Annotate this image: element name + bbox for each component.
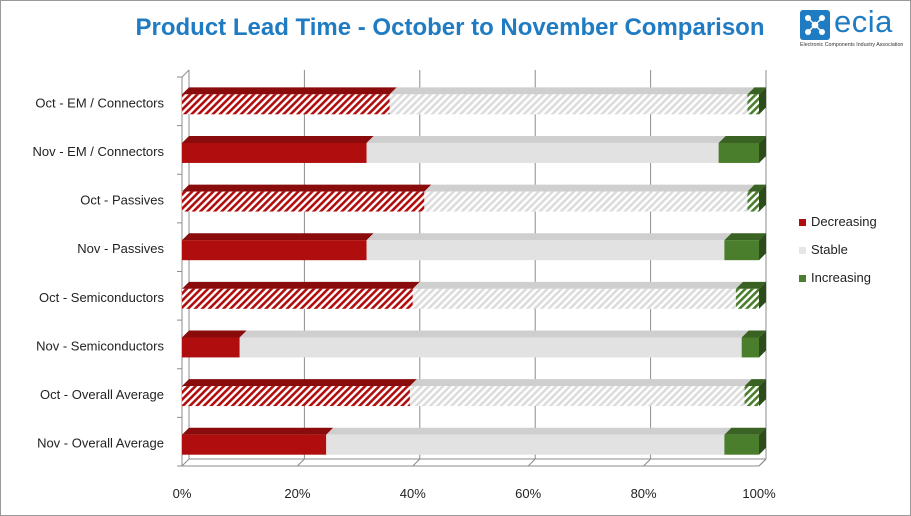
bar-stable [389,94,748,115]
bar-stable-top [326,427,732,435]
bar-stable [409,386,745,407]
floor-gridline [412,458,421,467]
bar-stable-top [239,330,749,338]
bar-decreasing-top [182,87,397,95]
bar-decreasing [182,240,367,261]
category-label: Oct - EM / Connectors [35,95,164,110]
bar-increasing-top [735,281,766,289]
category-label: Nov - Semiconductors [36,338,164,353]
x-tick-label: 20% [284,486,310,501]
bar-increasing-side [759,281,766,309]
y-axis-cap [181,69,190,78]
x-tick-label: 60% [515,486,541,501]
bar-increasing-top [724,427,766,435]
bar-increasing [747,94,759,115]
bar-increasing-side [759,184,766,212]
bar-stable-top [412,281,743,289]
legend-label-increasing: Increasing [811,270,871,285]
bar-increasing-top [747,87,766,95]
floor-gridline [297,458,305,467]
bar-stable-top [409,379,752,387]
bar-increasing-top [744,379,766,387]
bar-increasing-side [759,135,766,163]
bar-decreasing-top [182,427,334,435]
bar-increasing [741,337,759,358]
bar-increasing-side [759,427,766,455]
bar-decreasing [182,288,413,309]
bar-decreasing-top [182,233,374,241]
legend-swatch-stable [799,247,806,254]
bar-decreasing [182,337,240,358]
legend-swatch-increasing [799,275,806,282]
bar-decreasing [182,191,425,212]
bar-increasing [724,240,759,261]
bar-decreasing-top [182,379,417,387]
bar-stable [412,288,736,309]
legend-label-stable: Stable [811,242,848,257]
legend-swatch-decreasing [799,219,806,226]
floor-gridline [643,458,651,467]
bar-decreasing [182,94,390,115]
bar-increasing [744,386,759,407]
x-tick-label: 100% [742,486,776,501]
bar-stable [366,142,719,163]
category-label: Nov - Passives [77,241,164,256]
bar-decreasing-top [182,135,374,143]
bar-increasing [718,142,759,163]
bar-decreasing-top [182,330,247,338]
bar-increasing-top [718,135,766,143]
category-label: Nov - Overall Average [37,436,164,451]
ecia-logo: ecia Electronic Components Industry Asso… [800,4,904,52]
category-label: Oct - Semiconductors [39,290,164,305]
legend: Decreasing Stable Increasing [799,214,877,285]
category-label: Oct - Passives [80,193,164,208]
bar-stable-top [366,135,726,143]
ecia-logo-icon [800,10,830,40]
bar-decreasing [182,142,367,163]
grid [177,69,767,467]
floor-gridline [181,458,190,467]
x-tick-label: 40% [400,486,426,501]
bar-decreasing [182,434,327,455]
bar-increasing-top [724,233,766,241]
x-axis-corner [758,458,767,467]
bar-stable-top [389,87,755,95]
bar-decreasing [182,386,410,407]
bar-increasing-side [759,379,766,407]
bars [182,87,766,455]
bar-decreasing-top [182,184,432,192]
category-label: Oct - Overall Average [40,387,164,402]
legend-label-decreasing: Decreasing [811,214,877,229]
labels: 0% 20% 40% 60% 80% 100% Oct - EM / Connectors N… [33,95,777,501]
bar-increasing-side [759,330,766,358]
bar-increasing-top [747,184,766,192]
x-tick-label: 0% [173,486,192,501]
bar-increasing [724,434,759,455]
bar-stable [424,191,748,212]
bar-stable [239,337,742,358]
bar-increasing [747,191,759,212]
bar-stable-top [366,233,732,241]
bar-stable-top [424,184,755,192]
ecia-logo-tagline: Electronic Components Industry Associati… [800,42,904,48]
bar-increasing-top [741,330,766,338]
bar-increasing-side [759,87,766,115]
bar-stable [366,240,725,261]
x-tick-label: 80% [631,486,657,501]
bar-increasing-side [759,233,766,261]
category-label: Nov - EM / Connectors [33,144,165,159]
chart-title: Product Lead Time - October to November … [135,14,765,41]
bar-stable [326,434,725,455]
ecia-logo-word: ecia [834,4,893,39]
floor-gridline [527,458,536,467]
bar-increasing [735,288,759,309]
bar-decreasing-top [182,281,420,289]
